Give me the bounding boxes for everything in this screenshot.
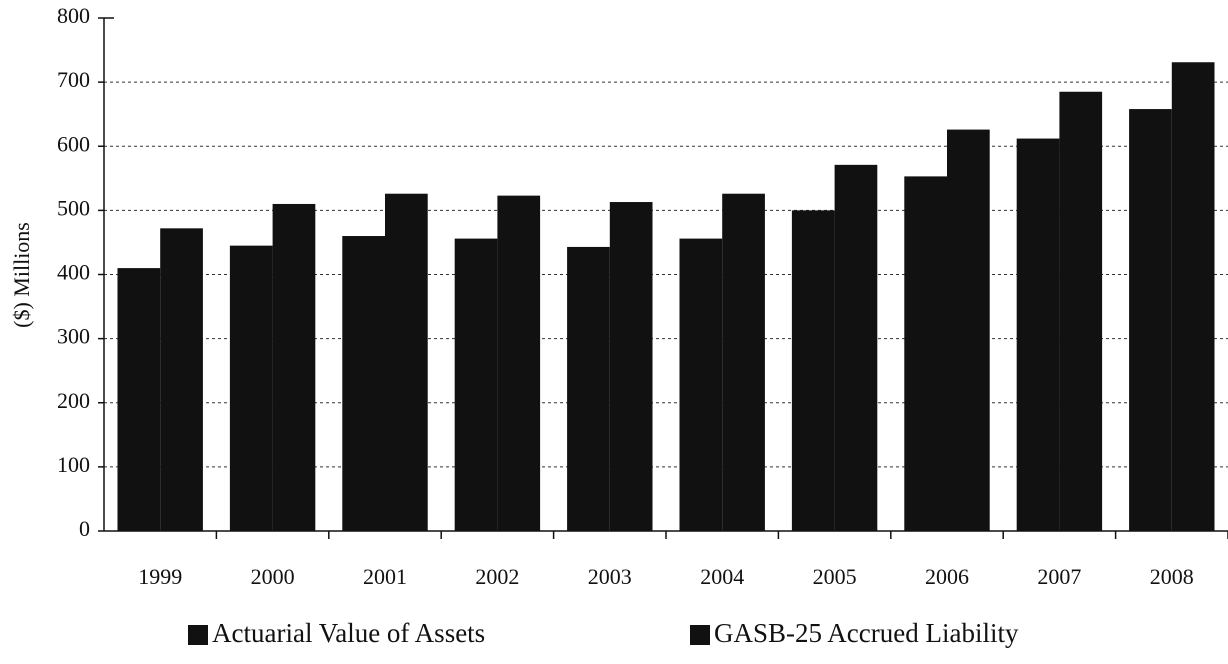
bar bbox=[791, 210, 835, 531]
bar bbox=[609, 202, 653, 531]
y-tick-label: 200 bbox=[57, 388, 90, 413]
bar bbox=[679, 238, 723, 531]
legend-swatch bbox=[690, 625, 710, 645]
legend-label: Actuarial Value of Assets bbox=[212, 618, 485, 648]
bar bbox=[117, 268, 161, 531]
y-tick-label: 700 bbox=[57, 67, 90, 92]
x-tick-label: 1999 bbox=[138, 564, 182, 589]
bar bbox=[1171, 62, 1215, 532]
x-tick-label: 2008 bbox=[1150, 564, 1194, 589]
x-tick-label: 2006 bbox=[925, 564, 969, 589]
bar bbox=[567, 246, 610, 531]
y-tick-label: 100 bbox=[57, 452, 90, 477]
x-tick-label: 2004 bbox=[700, 564, 744, 589]
x-tick-label: 2000 bbox=[251, 564, 295, 589]
x-tick-label: 2003 bbox=[588, 564, 632, 589]
x-tick-label: 2001 bbox=[363, 564, 407, 589]
y-tick-label: 500 bbox=[57, 195, 90, 220]
x-tick-label: 2005 bbox=[813, 564, 857, 589]
bar bbox=[1059, 91, 1103, 532]
bar bbox=[1129, 109, 1172, 532]
bar bbox=[1016, 138, 1060, 531]
bar bbox=[497, 195, 541, 531]
bar bbox=[454, 238, 498, 531]
legend-swatch bbox=[188, 625, 208, 645]
bar bbox=[229, 245, 273, 532]
y-tick-label: 800 bbox=[57, 3, 90, 28]
x-tick-label: 2002 bbox=[475, 564, 519, 589]
legend-label: GASB-25 Accrued Liability bbox=[714, 618, 1019, 648]
bar bbox=[722, 193, 765, 531]
y-tick-label: 300 bbox=[57, 324, 90, 349]
bar bbox=[904, 176, 947, 532]
y-axis-title: ($) Millions bbox=[9, 222, 34, 328]
bar bbox=[160, 228, 203, 531]
x-tick-label: 2007 bbox=[1037, 564, 1081, 589]
bar bbox=[272, 203, 316, 531]
y-tick-label: 0 bbox=[79, 516, 90, 541]
bar bbox=[834, 164, 878, 531]
y-tick-label: 400 bbox=[57, 260, 90, 285]
bar bbox=[947, 129, 990, 531]
bar bbox=[385, 193, 428, 531]
bar bbox=[342, 236, 385, 531]
y-tick-label: 600 bbox=[57, 131, 90, 156]
